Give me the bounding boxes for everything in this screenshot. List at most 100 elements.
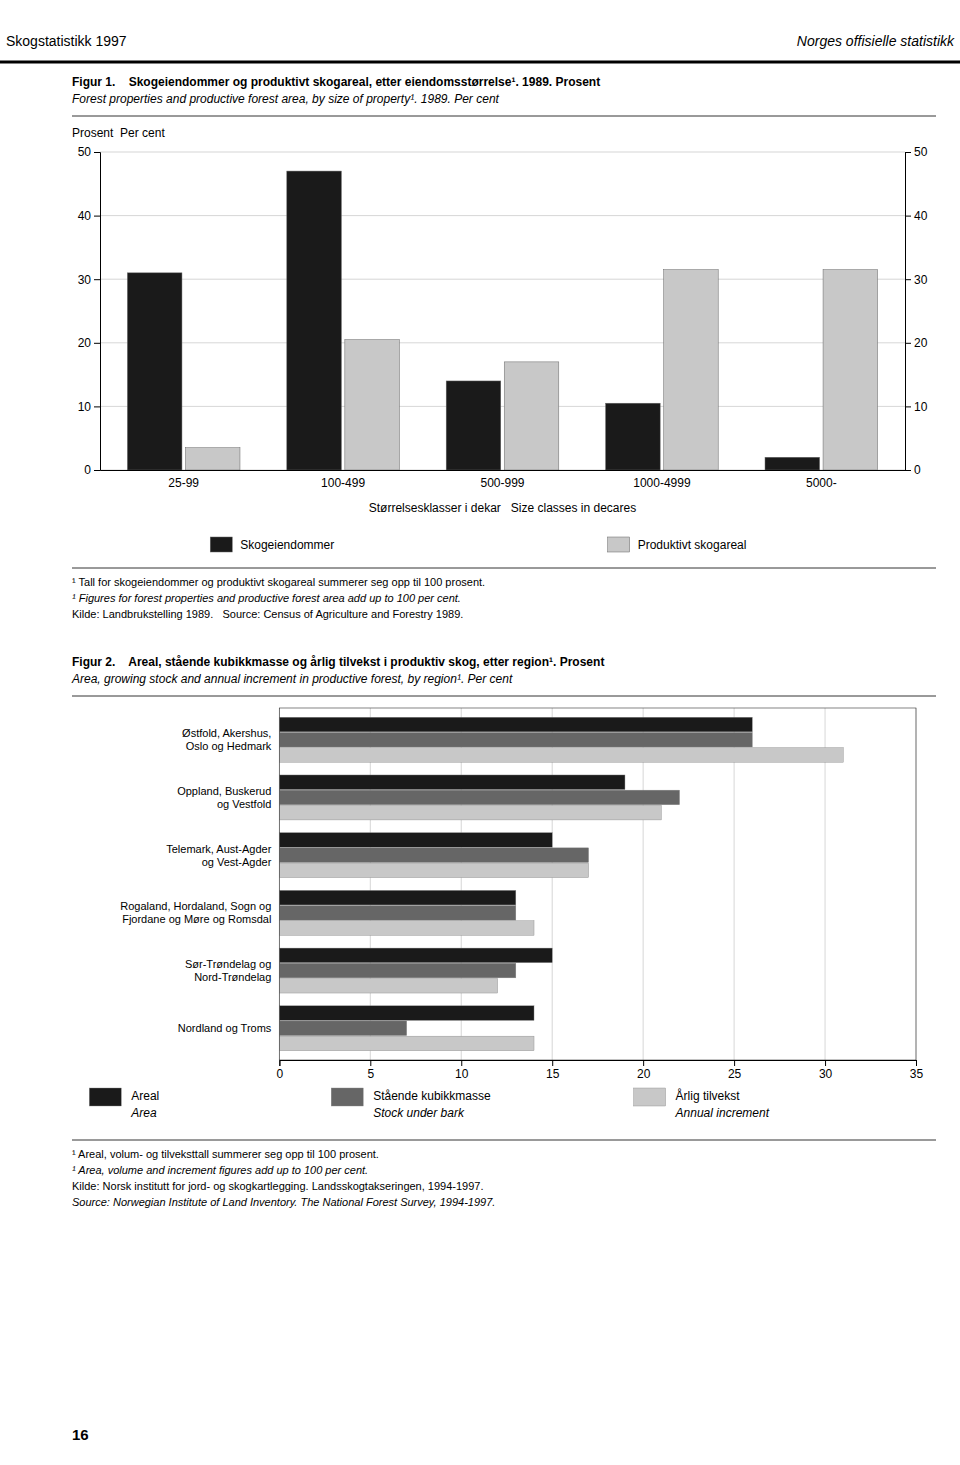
- tick-mark: [552, 1060, 553, 1066]
- tick-label: 30: [78, 273, 92, 287]
- tick-mark: [279, 1060, 280, 1066]
- bar: [279, 805, 661, 820]
- bar: [279, 863, 588, 878]
- tick: 50: [78, 145, 100, 159]
- tick-mark: [94, 343, 100, 344]
- footnote: ¹ Areal, volum- og tilveksttall summerer…: [72, 1148, 379, 1160]
- legend-swatch: [89, 1088, 121, 1106]
- legend-label: Skogeiendommer: [240, 538, 334, 552]
- tick-mark: [643, 1060, 644, 1066]
- bar: [279, 833, 552, 848]
- tick-label: 15: [546, 1067, 560, 1081]
- tick-mark: [905, 470, 911, 471]
- bar: [279, 790, 679, 805]
- grid-line: [100, 215, 905, 216]
- tick: 1000-4999: [633, 470, 691, 490]
- footnote: ¹ Area, volume and increment figures add…: [72, 1164, 368, 1176]
- bar: [504, 362, 559, 470]
- tick: 25-99: [168, 470, 199, 490]
- bar: [279, 948, 552, 963]
- tick: 5: [367, 1060, 374, 1081]
- header-rule: [0, 61, 960, 64]
- category-label: Rogaland, Hordaland, Sogn ogFjordane og …: [120, 900, 271, 925]
- tick-label: 30: [914, 273, 928, 287]
- tick-mark: [905, 152, 911, 153]
- page: Skogstatistikk 1997Norges offisielle sta…: [0, 0, 960, 1465]
- legend-swatch: [331, 1088, 363, 1106]
- bar: [185, 448, 240, 470]
- tick-label: 50: [914, 145, 928, 159]
- tick-mark: [94, 152, 100, 153]
- separator: [72, 568, 936, 569]
- tick-mark: [370, 1060, 371, 1066]
- plot-frame: [279, 708, 916, 1060]
- bar: [279, 732, 752, 747]
- tick-mark: [94, 470, 100, 471]
- tick-mark: [905, 406, 911, 407]
- tick: 0: [277, 1060, 284, 1081]
- tick-label: 20: [914, 336, 928, 350]
- category-label: Nordland og Troms: [178, 1022, 272, 1034]
- legend-swatch: [634, 1088, 666, 1106]
- tick-label: 1000-4999: [633, 476, 691, 490]
- grid-line: [100, 152, 905, 153]
- tick-label: 25-99: [168, 476, 199, 490]
- bar: [664, 270, 719, 470]
- tick: 40: [78, 209, 100, 223]
- tick-label: 20: [78, 336, 92, 350]
- tick: 30: [905, 273, 928, 287]
- tick-label: 50: [78, 145, 92, 159]
- bar: [606, 403, 661, 470]
- tick: 15: [546, 1060, 560, 1081]
- subtitle: Forest properties and productive forest …: [72, 92, 500, 106]
- tick-label: 30: [819, 1067, 833, 1081]
- tick-label: 0: [914, 463, 921, 477]
- tick-mark: [905, 343, 911, 344]
- bar: [765, 457, 820, 470]
- title: Figur 1. Skogeiendommer og produktivt sk…: [72, 75, 600, 89]
- bar: [279, 775, 625, 790]
- tick: 20: [637, 1060, 651, 1081]
- tick-mark: [94, 406, 100, 407]
- tick-mark: [94, 279, 100, 280]
- tick-label: 100-499: [321, 476, 365, 490]
- tick-mark: [916, 1060, 917, 1066]
- grid-line: [100, 342, 905, 343]
- tick: 25: [728, 1060, 742, 1081]
- tick-mark: [734, 1060, 735, 1066]
- tick: 10: [455, 1060, 469, 1081]
- tick-label: 5: [367, 1067, 374, 1081]
- footnote: Kilde: Landbrukstelling 1989. Source: Ce…: [72, 608, 463, 620]
- tick: 100-499: [321, 470, 365, 490]
- bar: [345, 340, 400, 470]
- tick: 20: [905, 336, 928, 350]
- category-label: Oppland, Buskerudog Vestfold: [177, 785, 271, 810]
- tick-mark: [905, 216, 911, 217]
- axis: 01020304050: [905, 145, 928, 477]
- grid: [279, 708, 916, 1060]
- legend-label: Årlig tilvekstAnnual increment: [675, 1088, 770, 1120]
- category-label: Østfold, Akershus,Oslo og Hedmark: [182, 727, 272, 752]
- tick-label: 0: [277, 1067, 284, 1081]
- tick-label: 500-999: [480, 476, 524, 490]
- legend: SkogeiendommerProduktivt skogareal: [210, 537, 746, 552]
- bar: [446, 381, 501, 470]
- footnote: ¹ Tall for skogeiendommer og produktivt …: [72, 576, 485, 588]
- bar: [279, 978, 497, 993]
- header-left: Skogstatistikk 1997: [6, 33, 127, 49]
- bar: [279, 717, 752, 732]
- bar: [279, 890, 515, 905]
- tick: 20: [78, 336, 100, 350]
- tick: 35: [910, 1060, 924, 1081]
- grid-line: [100, 279, 905, 280]
- legend: ArealAreaStående kubikkmasseStock under …: [89, 1088, 769, 1120]
- bar: [279, 921, 534, 936]
- bars: [127, 171, 877, 470]
- axis-domain: [906, 153, 912, 471]
- tick-label: 10: [455, 1067, 469, 1081]
- axis-domain: [280, 1061, 917, 1067]
- tick: 30: [819, 1060, 833, 1081]
- tick-mark: [461, 1060, 462, 1066]
- legend-swatch: [210, 537, 232, 552]
- bar: [279, 963, 515, 978]
